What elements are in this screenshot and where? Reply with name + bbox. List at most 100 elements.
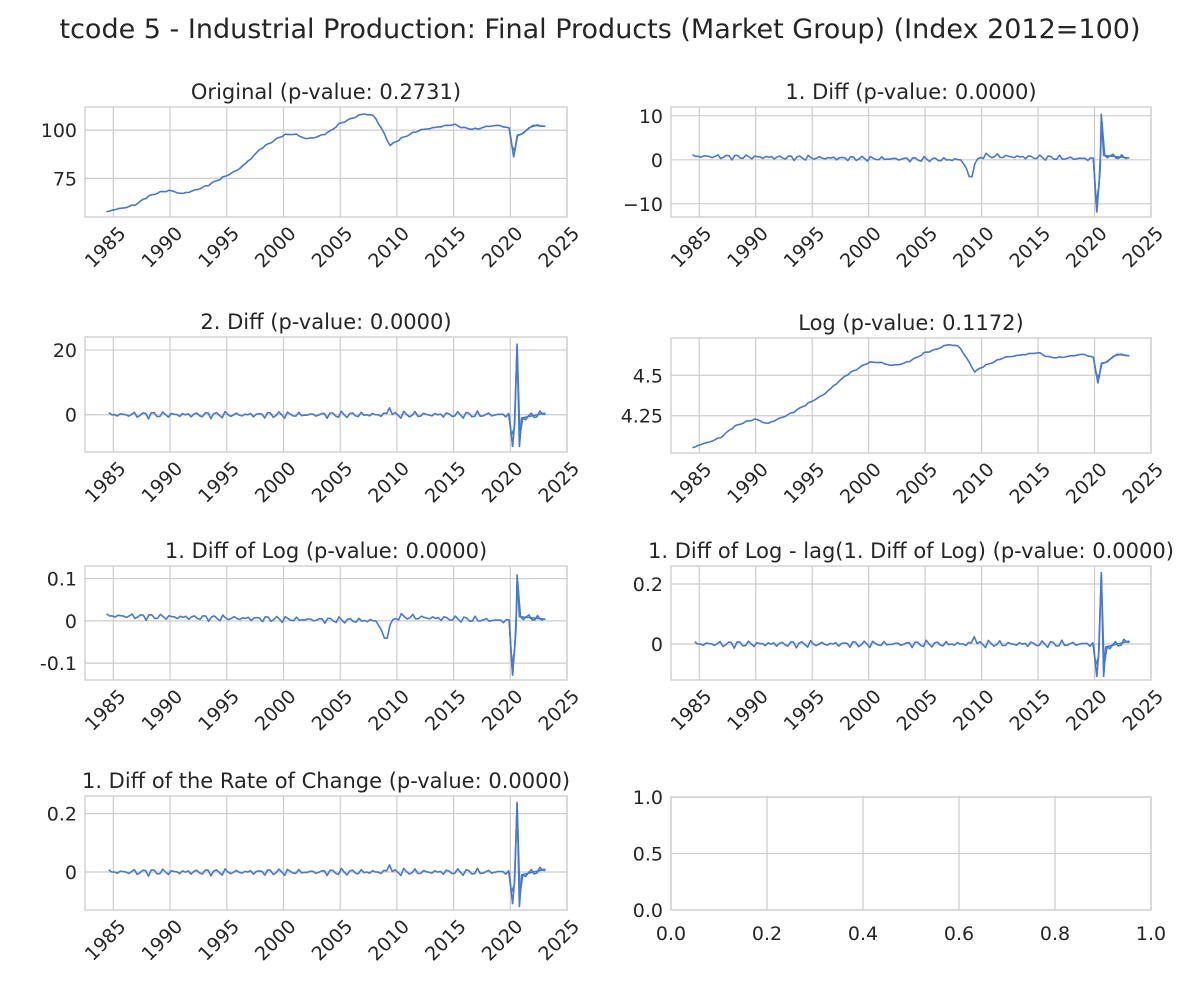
x-tick-label: 2010 [949, 686, 999, 736]
y-tick-label: 75 [53, 168, 77, 190]
series-line-spike [1092, 113, 1130, 213]
x-tick-label: 2025 [534, 916, 584, 966]
x-tick-label: 1985 [81, 686, 131, 736]
x-tick-label: 2000 [836, 459, 886, 509]
x-tick-label: 1995 [194, 458, 244, 508]
x-tick-label: 2020 [1062, 459, 1112, 509]
x-tick-label: 2005 [308, 686, 358, 736]
x-tick-label: 1995 [780, 459, 830, 509]
x-tick-label: 2015 [421, 686, 471, 736]
y-tick-label: 100 [41, 120, 77, 142]
x-tick-label: 0.8 [1040, 923, 1070, 945]
subplot-8: 0.0 0.2 0.4 0.6 0.8 1.0 0.0 0.5 1.0 [633, 787, 1166, 945]
y-tick-label: −10 [623, 194, 663, 216]
x-tick-label: 2020 [478, 458, 528, 508]
x-tick-label: 2010 [364, 916, 414, 966]
axes-frame [670, 337, 1152, 454]
series-line [692, 120, 1128, 205]
y-tick-label: 0 [651, 150, 663, 172]
axes-frame [670, 106, 1152, 218]
x-tick-label: 2015 [1005, 686, 1055, 736]
y-tick-label: 0.5 [633, 844, 663, 866]
x-tick-label: 1.0 [1136, 923, 1166, 945]
subplot-title: Log (p-value: 0.1172) [798, 311, 1024, 335]
y-tick-label: 0 [65, 862, 77, 884]
x-tick-label: 2005 [893, 686, 943, 736]
y-tick-label: 0 [65, 405, 77, 427]
x-tick-label: 1995 [780, 223, 830, 273]
x-tick-label: 2010 [949, 459, 999, 509]
subplot-3: 1985 1990 1995 2000 2005 2010 2015 2020 2025 0 20 2… [53, 310, 584, 507]
x-tick-label: 0.0 [656, 923, 686, 945]
x-tick-label: 0.4 [848, 923, 878, 945]
axes-frame [84, 565, 568, 681]
x-tick-label: 1995 [194, 916, 244, 966]
x-tick-label: 1995 [780, 686, 830, 736]
x-tick-label: 2000 [251, 686, 301, 736]
axes-frame [84, 106, 568, 218]
y-tick-label: 0.2 [47, 804, 77, 826]
x-tick-label: 2000 [836, 686, 886, 736]
x-tick-label: 1990 [723, 459, 773, 509]
x-tick-label: 2005 [308, 916, 358, 966]
subplot-title: 2. Diff (p-value: 0.0000) [200, 310, 451, 334]
series-line [106, 580, 544, 668]
subplot-4: 1985 1990 1995 2000 2005 2010 2015 2020 2025 4.25… [621, 311, 1168, 508]
subplot-title: 1. Diff of Log - lag(1. Diff of Log) (p-… [648, 539, 1174, 563]
x-tick-label: 1990 [137, 686, 187, 736]
subplot-5: 1985 1990 1995 2000 2005 2010 2015 2020 2025 -0.1… [40, 539, 584, 735]
x-tick-label: 2025 [534, 686, 584, 736]
series-line-spike [508, 124, 546, 158]
series-line [106, 113, 544, 213]
y-tick-label: -0.1 [40, 653, 77, 675]
figure-title: tcode 5 - Industrial Production: Final P… [59, 14, 1141, 45]
x-tick-label: 2000 [836, 223, 886, 273]
x-tick-label: 2020 [478, 223, 528, 273]
x-tick-label: 1990 [137, 223, 187, 273]
series-line [694, 573, 1130, 667]
subplot-title: 1. Diff of Log (p-value: 0.0000) [165, 539, 487, 563]
axes-frame [670, 565, 1152, 681]
series-line-spike [508, 801, 546, 908]
x-tick-label: 1990 [723, 686, 773, 736]
subplot-6: 1985 1990 1995 2000 2005 2010 2015 2020 2025 0 0.2… [633, 539, 1174, 735]
y-tick-label: 4.5 [633, 365, 663, 387]
x-tick-label: 2000 [251, 916, 301, 966]
x-tick-label: 2005 [893, 459, 943, 509]
x-tick-label: 0.6 [944, 923, 974, 945]
x-tick-label: 2010 [364, 686, 414, 736]
subplot-2: 1985 1990 1995 2000 2005 2010 2015 2020 2025 −10 0… [623, 80, 1168, 272]
x-tick-label: 2025 [1118, 686, 1168, 736]
series-line [108, 345, 546, 438]
y-tick-label: 0 [651, 634, 663, 656]
axes-frame [84, 795, 568, 911]
x-tick-label: 2005 [308, 458, 358, 508]
x-tick-label: 2005 [893, 223, 943, 273]
x-tick-label: 1985 [81, 458, 131, 508]
x-tick-label: 2010 [364, 458, 414, 508]
series-line-spike [508, 343, 546, 448]
x-tick-label: 2015 [1005, 223, 1055, 273]
x-tick-label: 2000 [251, 223, 301, 273]
series-line [108, 803, 546, 897]
x-tick-label: 2015 [421, 916, 471, 966]
axes-frame [84, 336, 568, 453]
y-tick-label: 10 [639, 106, 663, 128]
x-tick-label: 2025 [1118, 459, 1168, 509]
x-tick-label: 2025 [534, 458, 584, 508]
x-tick-label: 2020 [478, 686, 528, 736]
x-tick-label: 2020 [478, 916, 528, 966]
x-tick-label: 2015 [421, 223, 471, 273]
series-line [692, 343, 1128, 449]
subplot-title: 1. Diff of the Rate of Change (p-value: … [82, 769, 570, 793]
x-tick-label: 2025 [1118, 223, 1168, 273]
x-tick-label: 2010 [364, 223, 414, 273]
y-tick-label: 0.2 [633, 574, 663, 596]
x-tick-label: 2000 [251, 458, 301, 508]
x-tick-label: 1985 [667, 223, 717, 273]
x-tick-label: 1985 [667, 686, 717, 736]
x-tick-label: 1990 [137, 916, 187, 966]
x-tick-label: 2020 [1062, 686, 1112, 736]
y-tick-label: 0.0 [633, 900, 663, 922]
